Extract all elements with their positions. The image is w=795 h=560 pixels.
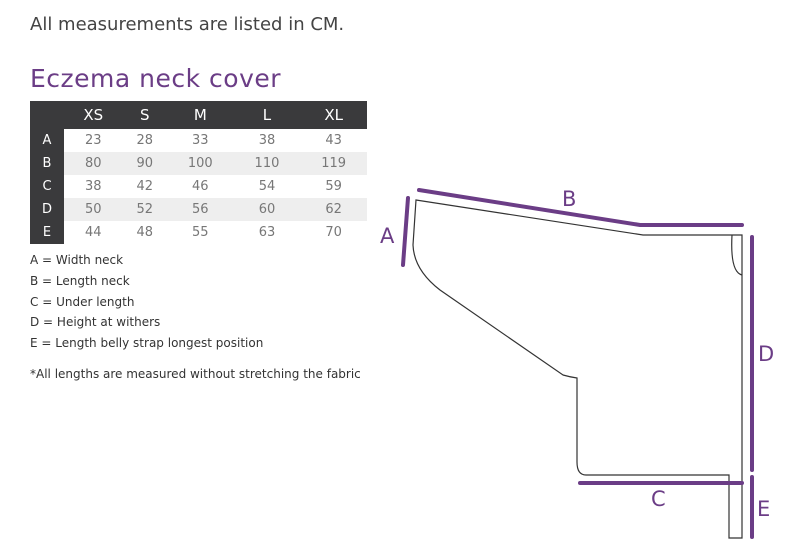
garment-outline: [412, 199, 743, 539]
table-cell: 50: [64, 198, 123, 221]
table-row: C 38 42 46 54 59: [30, 175, 367, 198]
table-cell: 43: [325, 133, 342, 148]
table-cell: 28: [136, 133, 154, 148]
column-header: XL: [300, 101, 367, 129]
table-cell: 23: [85, 133, 102, 148]
legend-item: A = Width neck: [30, 253, 124, 267]
column-header: S: [122, 101, 167, 129]
column-header: M: [166, 101, 234, 129]
table-cell: 52: [122, 198, 167, 221]
table-cell: 56: [166, 198, 234, 221]
page-title: Eczema neck cover: [30, 64, 282, 93]
table-cell: 33: [192, 133, 209, 148]
table-cell: 110: [233, 152, 301, 175]
table-cell: 38: [85, 179, 102, 194]
column-header: L: [233, 101, 301, 129]
label-c: C: [651, 487, 666, 511]
footnote: *All lengths are measured without stretc…: [30, 367, 361, 381]
row-label: C: [30, 175, 64, 198]
column-header: XS: [64, 101, 123, 129]
legend: A = Width neck B = Length neck C = Under l…: [30, 250, 263, 354]
label-d: D: [758, 342, 774, 366]
table-cell: 46: [192, 179, 209, 194]
table-cell: 90: [122, 152, 167, 175]
table-cell: 70: [325, 225, 342, 240]
legend-item: C = Under length: [30, 294, 135, 309]
legend-item: D = Height at withers: [30, 315, 161, 330]
table-cell: 55: [192, 225, 209, 240]
table-row: B 80 90 100 110 119: [30, 152, 367, 175]
table-cell: 119: [300, 152, 367, 175]
table-cell: 59: [325, 179, 342, 194]
size-table: XS S M L XL A 23 28 33 38 43 B 80 90 100 110 119 C 38 42 46…: [30, 101, 367, 244]
table-cell: 60: [233, 198, 301, 221]
table-row: A 23 28 33 38 43: [30, 129, 367, 152]
label-a: A: [380, 224, 395, 248]
table-cell: 80: [64, 152, 123, 175]
legend-item: E = Length belly strap longest position: [30, 336, 264, 351]
label-e: E: [757, 497, 770, 521]
table-cell: 38: [258, 133, 276, 148]
table-cell: 100: [166, 152, 234, 175]
measure-line-a: [401, 196, 410, 267]
column-header: [30, 101, 64, 129]
row-label: D: [30, 198, 64, 221]
legend-item: B = Length neck: [30, 273, 130, 288]
row-label: B: [30, 152, 64, 175]
label-b: B: [562, 187, 576, 211]
table-cell: 42: [136, 179, 154, 194]
garment-outline-tab: [731, 234, 743, 276]
table-row: D 50 52 56 60 62: [30, 198, 367, 221]
table-cell: 44: [85, 225, 102, 240]
table-row: E 44 48 55 63 70: [30, 221, 367, 244]
measure-line-b: [417, 188, 744, 227]
row-label: E: [30, 221, 64, 244]
table-cell: 54: [258, 179, 276, 194]
intro-text: All measurements are listed in CM.: [30, 14, 345, 35]
row-label: A: [30, 129, 64, 152]
table-cell: 63: [258, 225, 276, 240]
table-cell: 48: [136, 225, 154, 240]
table-cell: 62: [300, 198, 367, 221]
